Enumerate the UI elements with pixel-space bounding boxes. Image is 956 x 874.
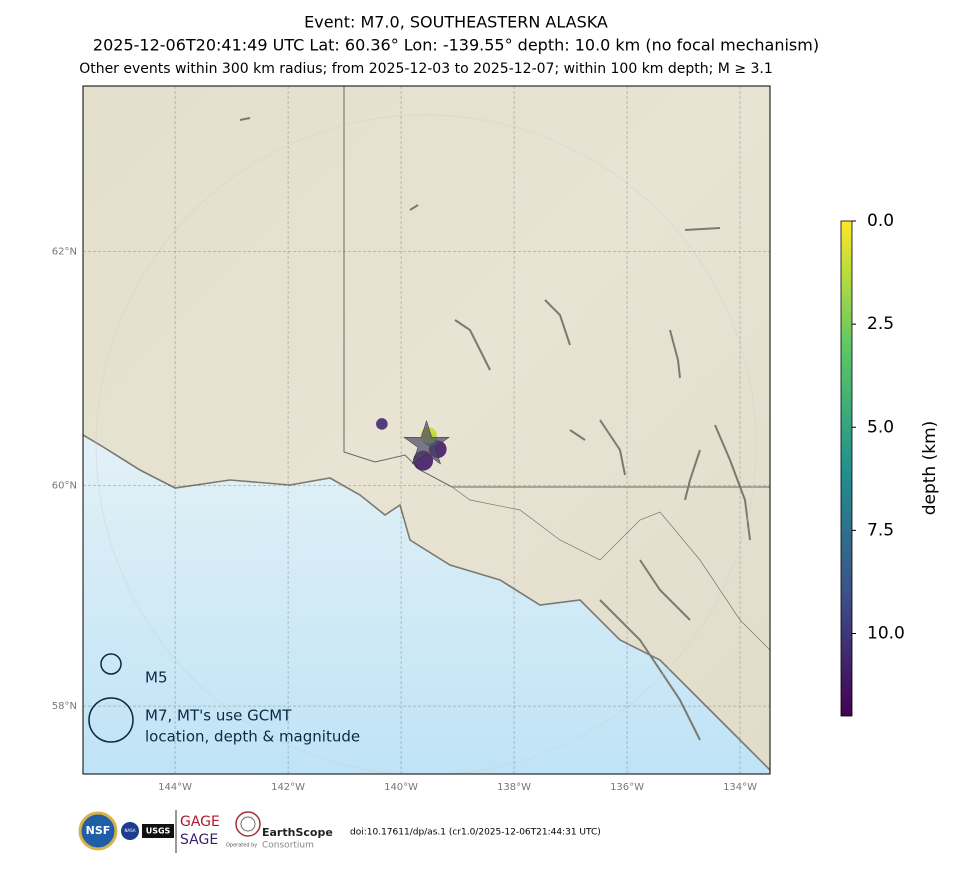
logos: NSF NASA USGS GAGE SAGE EarthScope Conso… xyxy=(78,810,333,853)
event xyxy=(376,418,388,430)
legend-label: location, depth & magnitude xyxy=(145,728,360,746)
x-tick-label: 136°W xyxy=(610,782,644,793)
x-tick-label: 134°W xyxy=(723,782,757,793)
map-frame xyxy=(82,85,771,775)
logo-operated: Operated by xyxy=(226,843,257,849)
legend-label: M7, MT's use GCMT xyxy=(145,707,292,725)
colorbar xyxy=(840,220,853,717)
y-tick-label: 60°N xyxy=(52,481,77,492)
subtitle: 2025-12-06T20:41:49 UTC Lat: 60.36° Lon:… xyxy=(93,36,819,55)
map-background xyxy=(83,86,770,774)
legend-symbol xyxy=(88,697,134,743)
logo-usgs: USGS xyxy=(146,827,171,836)
y-tick-label: 58°N xyxy=(52,701,77,712)
colorbar-tick-label: 0.0 xyxy=(867,211,894,231)
doi: doi:10.17611/dp/as.1 (cr1.0/2025-12-06T2… xyxy=(350,828,601,838)
x-tick-label: 142°W xyxy=(271,782,305,793)
logo-gage: GAGE xyxy=(180,814,220,830)
colorbar-tick-label: 5.0 xyxy=(867,417,894,437)
colorbar-label: depth (km) xyxy=(920,421,940,516)
logo-sage: SAGE xyxy=(180,832,218,848)
mainshock-star xyxy=(402,419,451,465)
legend-label: M5 xyxy=(145,669,168,687)
logo-nasa: NASA xyxy=(124,828,135,833)
legend-symbol xyxy=(100,653,122,675)
logo-earthscope: EarthScope xyxy=(262,826,333,839)
x-tick-label: 138°W xyxy=(497,782,531,793)
subtitle-2: Other events within 300 km radius; from … xyxy=(79,61,773,77)
colorbar-tick-label: 7.5 xyxy=(867,520,894,540)
colorbar-tick-label: 10.0 xyxy=(867,624,905,644)
logo-consortium: Consortium xyxy=(262,841,314,851)
logo-nsf: NSF xyxy=(86,824,111,837)
title: Event: M7.0, SOUTHEASTERN ALASKA xyxy=(304,13,608,32)
colorbar-tick-label: 2.5 xyxy=(867,314,894,334)
x-tick-label: 140°W xyxy=(384,782,418,793)
y-tick-label: 62°N xyxy=(52,247,77,258)
x-tick-label: 144°W xyxy=(158,782,192,793)
